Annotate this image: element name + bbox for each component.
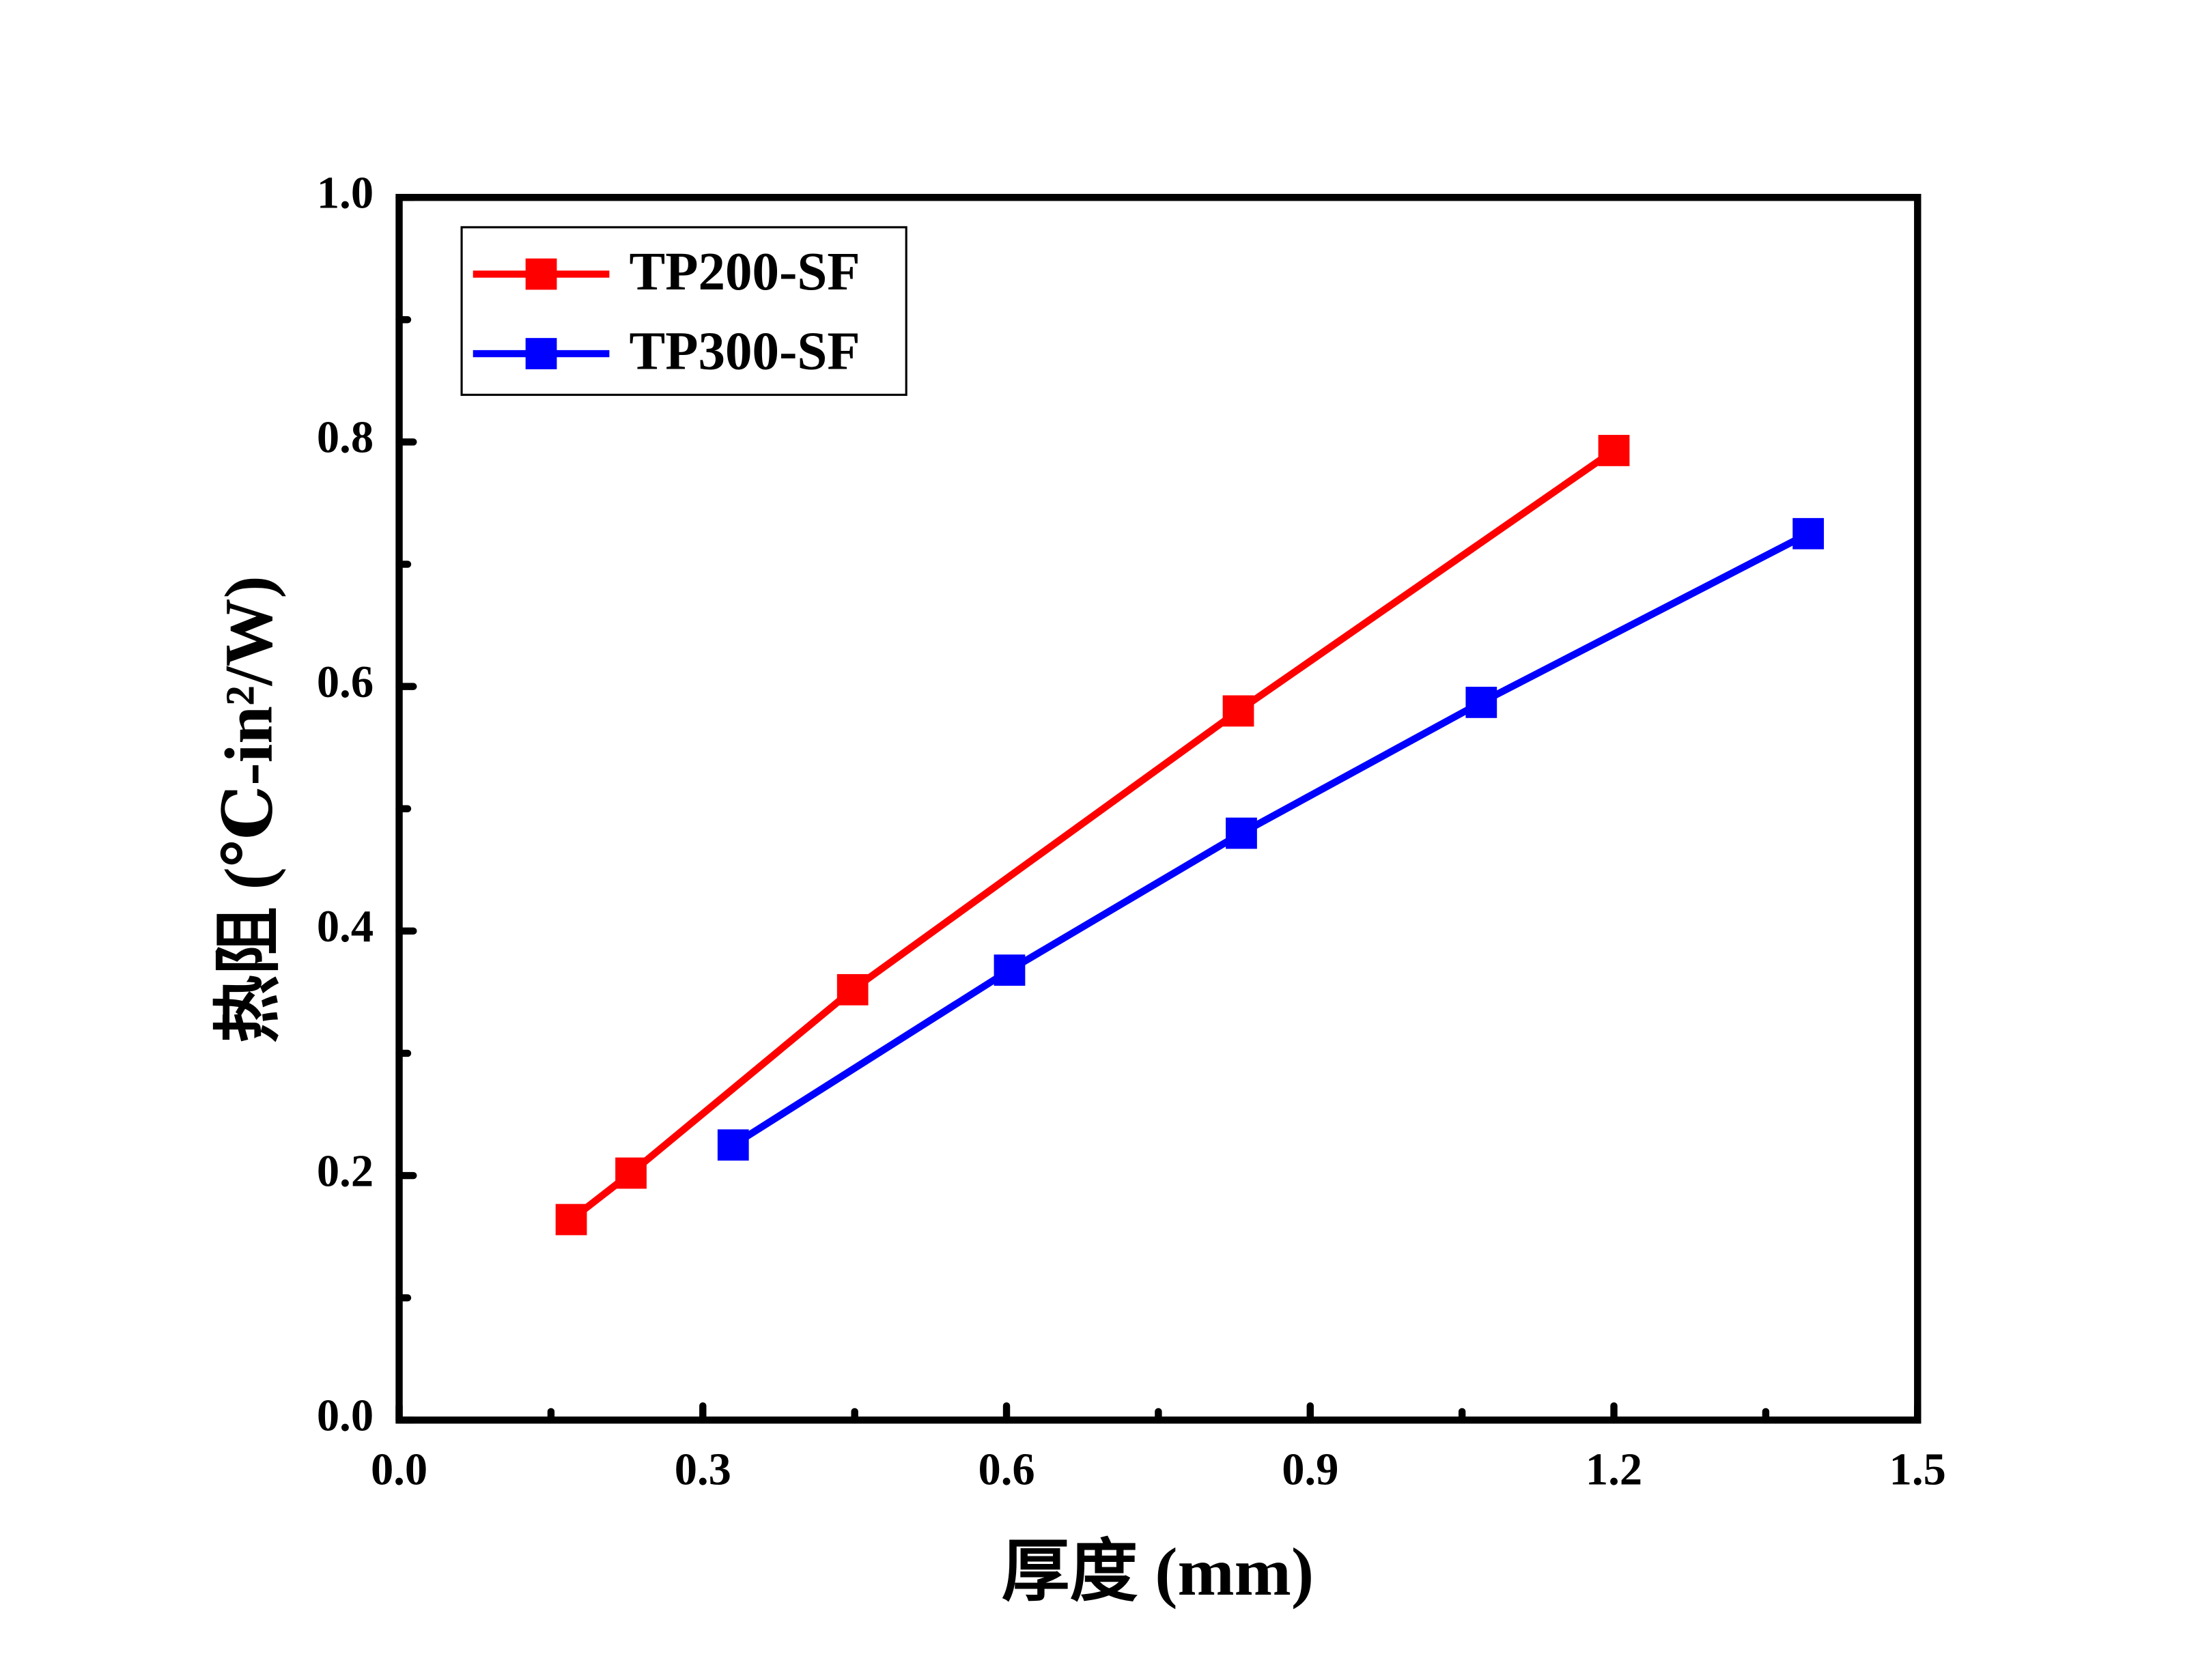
y-tick-label: 1.0 [317,168,374,218]
x-tick-label: 0.9 [1282,1445,1338,1495]
series-line [569,447,1616,1223]
marker [1465,687,1497,718]
marker [555,1204,587,1236]
legend-marker [525,258,557,290]
x-axis-label: 厚度 (mm) [1002,1534,1314,1610]
y-axis-label: 热阻 (℃-in²/W) [210,575,286,1043]
y-tick-label: 0.0 [317,1391,374,1441]
x-tick-label: 1.2 [1586,1445,1642,1495]
y-tick-label: 0.2 [317,1146,374,1196]
legend-marker [525,338,557,369]
y-tick-label: 0.8 [317,413,374,463]
x-tick-label: 0.6 [978,1445,1034,1495]
legend-label: TP200-SF [630,242,860,302]
y-tick-label: 0.4 [317,902,374,952]
y-tick-label: 0.6 [317,657,374,707]
legend-label: TP300-SF [630,322,860,381]
marker [1222,695,1254,727]
marker [836,973,869,1006]
x-tick-label: 0.3 [675,1445,731,1495]
series-line [731,530,1810,1148]
x-tick-label: 1.5 [1889,1445,1946,1495]
x-tick-label: 0.0 [371,1445,427,1495]
marker [1792,517,1825,550]
marker [1226,817,1257,849]
marker [1598,435,1630,466]
marker [615,1157,647,1189]
plot-frame [395,194,1922,1424]
marker [717,1129,749,1161]
marker [994,954,1026,986]
